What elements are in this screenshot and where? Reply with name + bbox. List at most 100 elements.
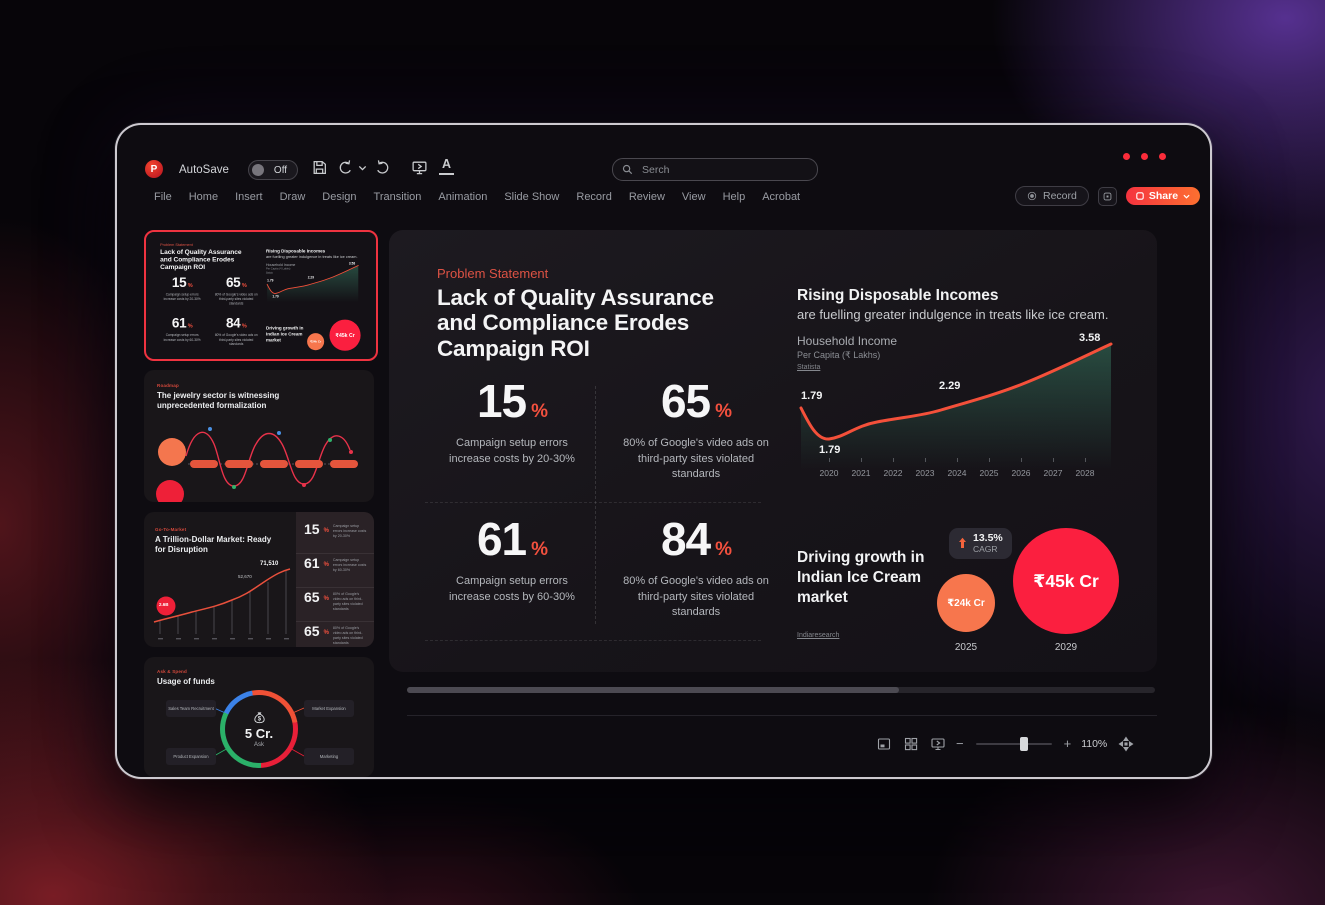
fit-to-window-button[interactable] [1117, 735, 1134, 752]
record-button[interactable]: Record [1015, 186, 1089, 206]
thumb1-stat: 65% 80% of Google's video ads on third-p… [214, 274, 258, 306]
window-dot-3[interactable] [1159, 153, 1166, 160]
slide-thumbnail-3[interactable]: Go-To-Market A Trillion-Dollar Market: R… [144, 512, 374, 647]
svg-text:$: $ [257, 716, 261, 723]
slideshow-icon [930, 737, 945, 750]
x-tick-2025: 2025 [979, 468, 999, 478]
thumb1-eyebrow: Problem Statement [160, 242, 193, 247]
menu-item-insert[interactable]: Insert [235, 191, 263, 203]
menu-item-record[interactable]: Record [576, 191, 612, 203]
search-icon [622, 164, 633, 175]
stat-block-61[interactable]: 61% Campaign setup errors increase costs… [417, 516, 607, 605]
income-line-chart-svg [799, 342, 1113, 470]
menu-item-help[interactable]: Help [722, 191, 746, 203]
zoom-slider-track[interactable] [975, 742, 1052, 745]
redo-icon [377, 160, 389, 174]
menu-item-acrobat[interactable]: Acrobat [762, 191, 801, 203]
present-button[interactable] [411, 159, 428, 176]
zoom-slider-handle[interactable] [1019, 736, 1028, 751]
stat-block-65[interactable]: 65% 80% of Google's video ads on third-p… [601, 378, 791, 483]
fit-slide-icon [1118, 736, 1134, 751]
menu-item-slide-show[interactable]: Slide Show [504, 191, 560, 203]
x-tick-2022: 2022 [883, 468, 903, 478]
stat-value: 84 [660, 513, 711, 565]
menu-item-design[interactable]: Design [322, 191, 357, 203]
stat-block-84[interactable]: 84% 80% of Google's video ads on third-p… [601, 516, 791, 621]
slide-eyebrow[interactable]: Problem Statement [437, 266, 549, 281]
stats-horizontal-divider [425, 502, 761, 503]
menu-item-home[interactable]: Home [188, 191, 219, 203]
thumb1-stat: 84% 80% of Google's video ads on third-p… [214, 315, 258, 347]
autosave-toggle[interactable]: Off [248, 160, 298, 180]
menu-item-review[interactable]: Review [628, 191, 665, 203]
stat-unit: % [531, 539, 548, 560]
share-chevron-down-icon [1183, 194, 1190, 199]
share-button[interactable]: Share [1125, 187, 1201, 205]
stat-block-15[interactable]: 15% Campaign setup errors increase costs… [417, 378, 607, 467]
window-dot-1[interactable] [1123, 153, 1130, 160]
slide-thumbnail-2[interactable]: Roadmap The jewelry sector is witnessing… [144, 370, 374, 502]
zoom-out-button[interactable]: − [956, 736, 964, 751]
statusbar-divider [407, 715, 1157, 716]
slide-sorter-button[interactable] [902, 735, 919, 752]
slide-thumbnail-4[interactable]: Ask & Spend Usage of funds $ 5 Cr. Ask [144, 657, 374, 777]
cagr-value: 13.5% [973, 532, 1003, 544]
stats-vertical-divider [595, 386, 596, 624]
zoom-in-button[interactable]: + [1063, 736, 1072, 751]
market-bubble-2029[interactable]: ₹45k Cr [1013, 528, 1119, 634]
undo-button[interactable] [337, 159, 354, 176]
household-income-chart[interactable]: Household Income Per Capita (₹ Lakhs) St… [793, 328, 1123, 488]
undo-dropdown-chevron[interactable] [358, 159, 367, 176]
point-label-end: 3.58 [1079, 332, 1101, 344]
income-section-title[interactable]: Rising Disposable Incomes [797, 287, 999, 304]
search-bar[interactable] [612, 158, 818, 181]
slide-canvas[interactable]: Problem Statement Lack of Quality Assura… [389, 230, 1157, 672]
powerpoint-logo-icon: P [145, 160, 163, 178]
undo-icon [339, 160, 351, 174]
toggle-knob-icon [252, 164, 264, 176]
thumb1-chart: Household Income Per Capita (₹ Lakhs) St… [265, 261, 362, 308]
menu-item-view[interactable]: View [681, 191, 706, 203]
market-bubble-2025[interactable]: ₹24k Cr [937, 574, 995, 632]
horizontal-scrollbar[interactable] [407, 687, 1155, 693]
save-button[interactable] [311, 159, 328, 176]
presenter-coach-button[interactable] [1097, 186, 1117, 206]
font-color-button[interactable]: A [439, 157, 454, 175]
search-input[interactable] [640, 162, 808, 177]
thumb3-stats-panel: 15% Campaign setup errors increase costs… [296, 512, 374, 647]
menu-item-transition[interactable]: Transition [373, 191, 422, 203]
chart-ylabel: Household Income [797, 334, 898, 348]
normal-view-button[interactable] [875, 735, 892, 752]
cagr-label: CAGR [973, 543, 998, 554]
redo-button[interactable] [374, 159, 391, 176]
x-tick-2028: 2028 [1075, 468, 1095, 478]
scrollbar-thumb[interactable] [407, 687, 899, 693]
grid-view-icon [904, 737, 917, 750]
chevron-down-icon [358, 165, 367, 171]
menu-item-animation[interactable]: Animation [438, 191, 488, 203]
thumb3-market-chart [153, 568, 291, 640]
zoom-slider[interactable] [975, 736, 1052, 751]
stat-unit: % [715, 401, 732, 422]
slide-title[interactable]: Lack of Quality Assurance and Compliance… [437, 285, 714, 361]
share-button-label: Share [1148, 190, 1179, 202]
menu-item-draw[interactable]: Draw [279, 191, 306, 203]
bubble-year-2025: 2025 [954, 642, 978, 653]
ribbon-menu: File Home Insert Draw Design Transition … [154, 191, 800, 203]
thumb3-mid-label: 52,670 [238, 574, 252, 579]
growth-source-link[interactable]: Indiaresearch [797, 632, 840, 639]
window-dot-2[interactable] [1141, 153, 1148, 160]
chart-ylabel-sub: Per Capita (₹ Lakhs) [797, 350, 881, 360]
topbar-right-controls: Record Share [1015, 186, 1201, 206]
status-bar: − + 110% [875, 735, 1134, 752]
thumb4-donut-chart: $ 5 Cr. Ask [220, 690, 298, 768]
save-icon [313, 161, 326, 174]
share-box-icon [1136, 192, 1144, 200]
thumb1-stat: 15% Campaign setup errors increase costs… [163, 274, 201, 301]
menu-item-file[interactable]: File [154, 191, 172, 203]
slideshow-button[interactable] [929, 735, 946, 752]
statista-source-link[interactable]: Statista [797, 364, 821, 371]
growth-section-title[interactable]: Driving growth in Indian Ice Cream marke… [797, 549, 925, 606]
slide-thumbnail-1[interactable]: Problem Statement Lack of Quality Assura… [144, 230, 378, 361]
